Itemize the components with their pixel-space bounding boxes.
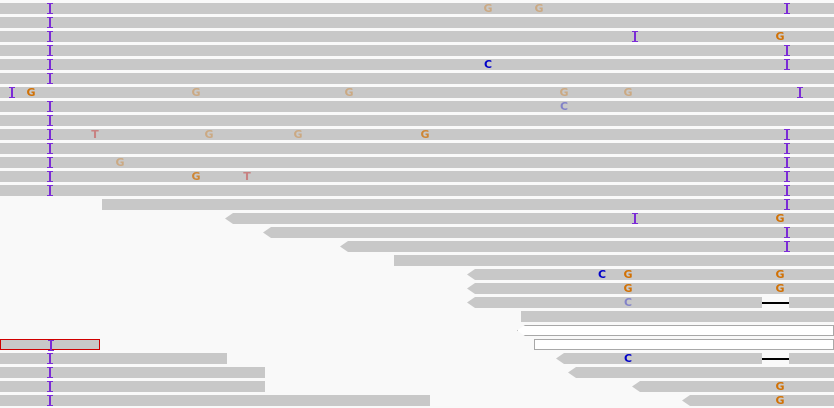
mismatch-base: G [775, 394, 785, 407]
deletion-line [762, 358, 789, 360]
insertion-marker[interactable] [632, 31, 638, 42]
mismatch-base: C [483, 58, 493, 71]
read[interactable] [102, 199, 834, 210]
insertion-marker[interactable] [9, 87, 15, 98]
insertion-marker[interactable] [784, 185, 790, 196]
mismatch-base: G [623, 268, 633, 281]
read[interactable] [0, 17, 834, 28]
insertion-marker[interactable] [784, 45, 790, 56]
insertion-marker[interactable] [47, 143, 53, 154]
read[interactable]: C [556, 353, 834, 364]
insertion-marker[interactable] [47, 157, 53, 168]
read[interactable]: G [225, 213, 834, 224]
read[interactable] [0, 45, 834, 56]
mismatch-base: G [775, 212, 785, 225]
read[interactable]: C [467, 297, 834, 308]
mismatch-base: G [26, 86, 36, 99]
mismatch-base: G [115, 156, 125, 169]
insertion-marker[interactable] [47, 353, 53, 364]
mismatch-base: G [420, 128, 430, 141]
mismatch-base: C [559, 100, 569, 113]
insertion-marker[interactable] [797, 87, 803, 98]
read[interactable] [521, 311, 834, 322]
insertion-marker[interactable] [47, 395, 53, 406]
insertion-marker[interactable] [47, 101, 53, 112]
mismatch-base: G [293, 128, 303, 141]
read[interactable] [0, 367, 265, 378]
read[interactable]: C [0, 101, 834, 112]
read[interactable] [0, 339, 100, 351]
read[interactable] [0, 353, 227, 364]
mismatch-base: G [534, 2, 544, 15]
insertion-marker[interactable] [48, 340, 54, 351]
insertion-marker[interactable] [784, 129, 790, 140]
mismatch-base: G [623, 86, 633, 99]
insertion-marker[interactable] [47, 31, 53, 42]
read[interactable] [263, 227, 834, 238]
insertion-marker[interactable] [632, 213, 638, 224]
mismatch-base: G [775, 282, 785, 295]
read[interactable] [0, 395, 430, 406]
insertion-marker[interactable] [784, 199, 790, 210]
insertion-marker[interactable] [784, 59, 790, 70]
read[interactable] [0, 185, 834, 196]
read[interactable] [0, 73, 834, 84]
insertion-marker[interactable] [47, 3, 53, 14]
mismatch-base: G [191, 86, 201, 99]
read[interactable] [0, 143, 834, 154]
insertion-marker[interactable] [47, 171, 53, 182]
insertion-marker[interactable] [47, 129, 53, 140]
insertion-marker[interactable] [784, 241, 790, 252]
mismatch-base: G [191, 170, 201, 183]
insertion-marker[interactable] [784, 171, 790, 182]
deletion-line [762, 302, 789, 304]
insertion-marker[interactable] [47, 59, 53, 70]
mismatch-base: G [344, 86, 354, 99]
insertion-marker[interactable] [47, 115, 53, 126]
read[interactable]: C [0, 59, 834, 70]
read[interactable]: G [0, 31, 834, 42]
insertion-marker[interactable] [784, 143, 790, 154]
read[interactable]: G [0, 157, 834, 168]
insertion-marker[interactable] [47, 381, 53, 392]
mismatch-base: G [775, 268, 785, 281]
read[interactable] [394, 255, 834, 266]
insertion-marker[interactable] [47, 367, 53, 378]
read[interactable] [340, 241, 834, 252]
insertion-marker[interactable] [784, 157, 790, 168]
insertion-marker[interactable] [47, 185, 53, 196]
mismatch-base: G [483, 2, 493, 15]
read[interactable] [0, 381, 265, 392]
read[interactable]: G [682, 395, 834, 406]
mismatch-base: C [623, 352, 633, 365]
mismatch-base: T [243, 170, 251, 183]
insertion-marker[interactable] [47, 17, 53, 28]
read[interactable] [568, 367, 834, 378]
mismatch-base: G [775, 30, 785, 43]
read[interactable] [534, 339, 834, 350]
mismatch-base: G [204, 128, 214, 141]
read[interactable] [0, 115, 834, 126]
insertion-marker[interactable] [47, 45, 53, 56]
mismatch-base: G [623, 282, 633, 295]
read[interactable] [517, 325, 834, 336]
insertion-marker[interactable] [784, 227, 790, 238]
mismatch-base: C [623, 296, 633, 309]
mismatch-base: C [597, 268, 607, 281]
read[interactable]: G [632, 381, 834, 392]
mismatch-base: G [775, 380, 785, 393]
insertion-marker[interactable] [47, 73, 53, 84]
insertion-marker[interactable] [784, 3, 790, 14]
mismatch-base: G [559, 86, 569, 99]
mismatch-base: T [91, 128, 99, 141]
